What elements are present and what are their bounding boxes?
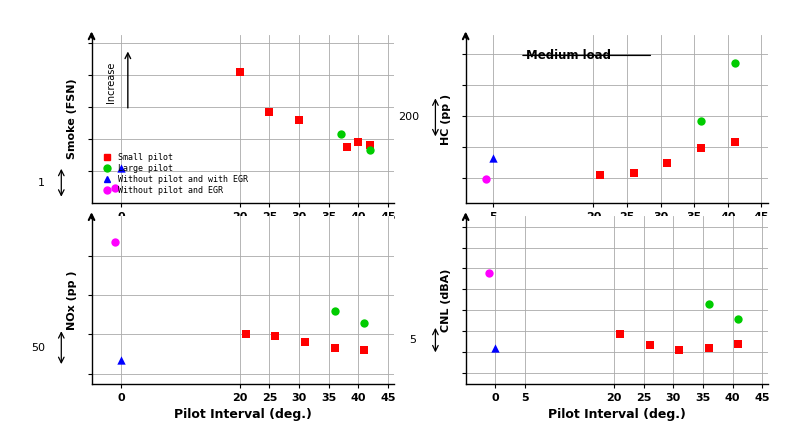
Text: 5: 5	[409, 335, 416, 345]
Point	[695, 145, 708, 152]
Point	[627, 169, 640, 176]
Point	[328, 307, 341, 314]
Point	[486, 155, 499, 162]
Text: Medium load: Medium load	[526, 49, 611, 62]
Point	[643, 341, 656, 348]
Point	[489, 344, 501, 351]
Point	[661, 159, 673, 166]
Point	[483, 269, 496, 276]
Text: 50: 50	[32, 343, 45, 353]
Point	[614, 331, 626, 338]
Point	[293, 116, 306, 123]
Point	[298, 339, 311, 346]
Point	[115, 356, 127, 363]
Point	[695, 117, 708, 124]
Point	[358, 347, 371, 354]
Y-axis label: Smoke (FSN): Smoke (FSN)	[67, 79, 77, 159]
Point	[364, 142, 377, 149]
Text: 200: 200	[398, 112, 419, 123]
Point	[109, 185, 122, 192]
Point	[728, 60, 741, 67]
Point	[263, 108, 276, 116]
Y-axis label: NOx (pp ): NOx (pp )	[67, 270, 77, 329]
Y-axis label: CNL (dBA): CNL (dBA)	[441, 268, 451, 332]
X-axis label: Pilot Interval (deg.): Pilot Interval (deg.)	[548, 408, 686, 421]
X-axis label: Pilot Interval (deg.): Pilot Interval (deg.)	[174, 408, 312, 421]
Point	[728, 138, 741, 146]
Point	[269, 333, 282, 340]
Point	[352, 138, 365, 146]
Point	[328, 345, 341, 352]
Point	[702, 344, 715, 351]
Point	[732, 315, 745, 322]
Point	[702, 301, 715, 308]
Point	[364, 147, 377, 154]
Point	[673, 347, 685, 354]
Text: 1: 1	[38, 178, 45, 188]
Point	[479, 176, 492, 183]
Point	[233, 68, 246, 75]
Point	[109, 238, 122, 245]
Point	[334, 131, 347, 138]
Point	[594, 172, 607, 179]
Point	[240, 331, 252, 338]
Point	[358, 319, 371, 326]
Point	[340, 143, 353, 150]
Text: Increase: Increase	[106, 61, 116, 103]
Y-axis label: HC (pp ): HC (pp )	[441, 93, 451, 145]
Point	[732, 340, 745, 348]
Legend: Small pilot, Large pilot, Without pilot and with EGR, Without pilot and EGR: Small pilot, Large pilot, Without pilot …	[96, 150, 252, 199]
Point	[115, 164, 127, 171]
